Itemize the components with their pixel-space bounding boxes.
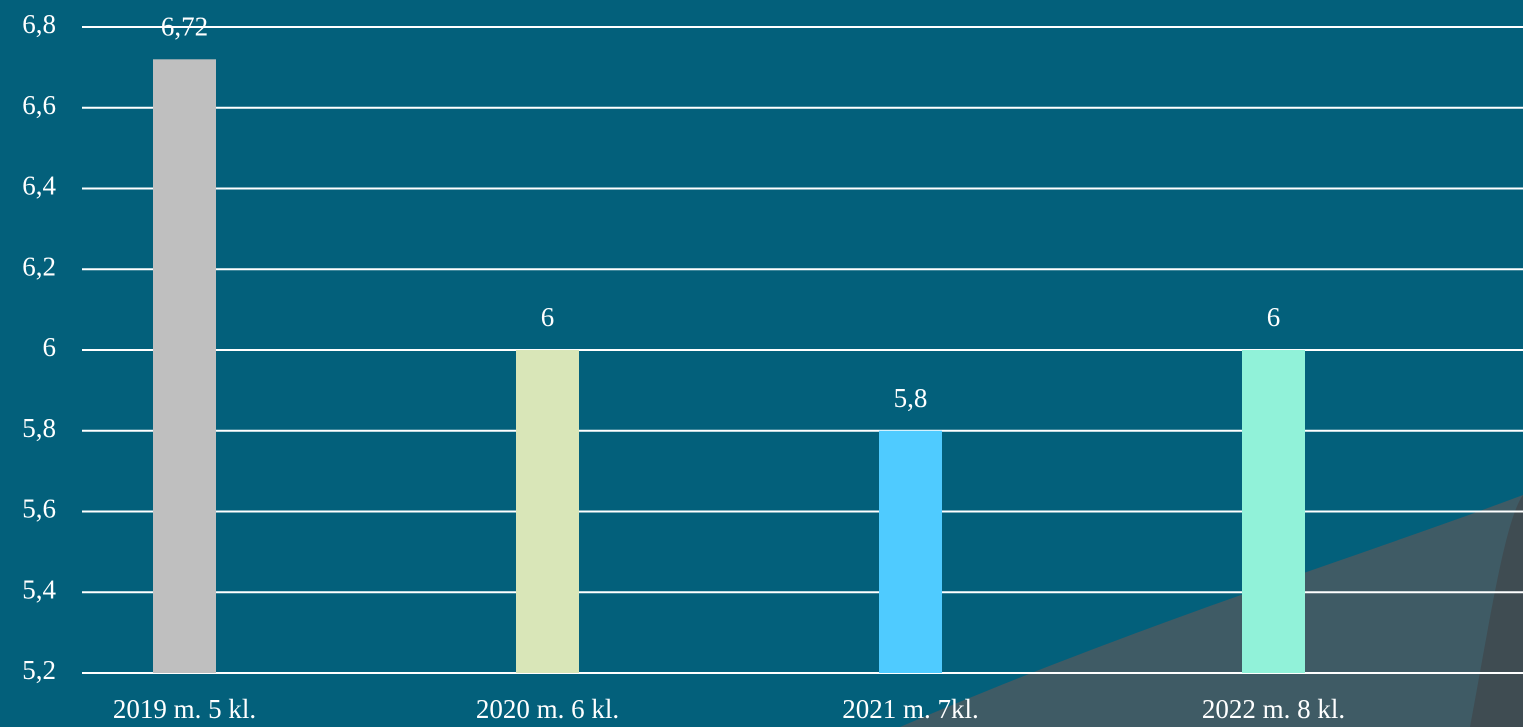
x-tick-label: 2019 m. 5 kl. — [113, 694, 256, 724]
value-label: 6 — [541, 302, 555, 332]
y-tick-label: 5,6 — [22, 494, 56, 524]
value-label: 6 — [1267, 302, 1281, 332]
y-tick-label: 6,6 — [22, 90, 56, 120]
y-tick-label: 5,8 — [22, 413, 56, 443]
bar — [1242, 350, 1305, 673]
x-tick-label: 2021 m. 7kl. — [842, 694, 979, 724]
value-label: 6,72 — [161, 12, 208, 42]
y-tick-label: 6,4 — [22, 171, 56, 201]
y-tick-label: 5,4 — [22, 574, 56, 604]
x-tick-label: 2020 m. 6 kl. — [476, 694, 619, 724]
value-label: 5,8 — [894, 383, 928, 413]
bar — [516, 350, 579, 673]
bar — [879, 430, 942, 673]
bar — [153, 59, 216, 674]
y-tick-label: 6,8 — [22, 9, 56, 39]
x-tick-label: 2022 m. 8 kl. — [1202, 694, 1345, 724]
y-tick-label: 6,2 — [22, 251, 56, 281]
decorative-edge — [1470, 495, 1523, 727]
y-tick-label: 6 — [43, 332, 57, 362]
decorative-curve — [900, 495, 1523, 727]
y-tick-label: 5,2 — [22, 655, 56, 685]
